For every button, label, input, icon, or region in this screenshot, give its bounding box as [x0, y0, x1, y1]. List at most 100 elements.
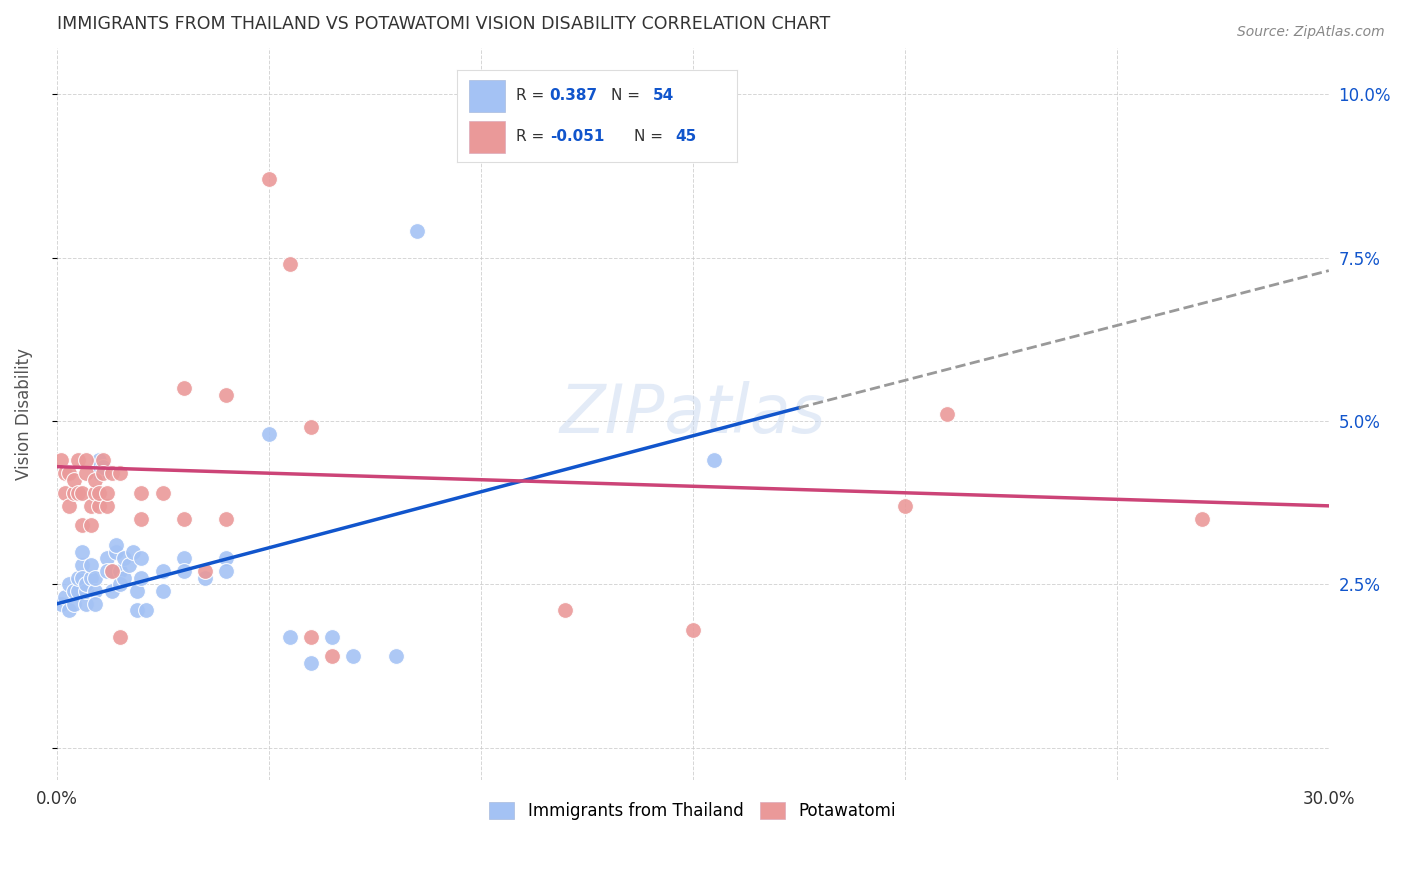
Point — [215, 551, 238, 566]
Point — [53, 466, 76, 480]
Point — [131, 551, 153, 566]
Point — [79, 499, 101, 513]
Point — [66, 485, 89, 500]
Point — [87, 453, 110, 467]
Point — [321, 630, 343, 644]
Point — [87, 499, 110, 513]
Point — [554, 603, 576, 617]
Point — [100, 583, 122, 598]
Point — [173, 564, 195, 578]
Point — [96, 499, 118, 513]
Point — [194, 571, 217, 585]
Point — [83, 583, 105, 598]
Point — [278, 257, 301, 271]
Point — [299, 656, 322, 670]
Point — [83, 485, 105, 500]
Point — [75, 577, 97, 591]
Point — [173, 512, 195, 526]
Point — [257, 427, 280, 442]
Point — [131, 512, 153, 526]
Point — [100, 564, 122, 578]
Point — [406, 224, 429, 238]
Point — [79, 518, 101, 533]
Point — [70, 544, 93, 558]
Point — [173, 551, 195, 566]
Point — [342, 649, 364, 664]
Point — [58, 577, 80, 591]
Legend: Immigrants from Thailand, Potawatomi: Immigrants from Thailand, Potawatomi — [482, 796, 903, 827]
Point — [152, 583, 174, 598]
Point — [58, 499, 80, 513]
Point — [127, 583, 149, 598]
Point — [75, 453, 97, 467]
Text: IMMIGRANTS FROM THAILAND VS POTAWATOMI VISION DISABILITY CORRELATION CHART: IMMIGRANTS FROM THAILAND VS POTAWATOMI V… — [56, 15, 830, 33]
Point — [96, 564, 118, 578]
Point — [135, 603, 157, 617]
Point — [127, 603, 149, 617]
Point — [96, 551, 118, 566]
Point — [66, 453, 89, 467]
Point — [104, 538, 127, 552]
Point — [110, 564, 132, 578]
Point — [91, 459, 114, 474]
Point — [215, 512, 238, 526]
Point — [75, 583, 97, 598]
Point — [682, 623, 704, 637]
Point — [321, 649, 343, 664]
Point — [215, 564, 238, 578]
Point — [385, 649, 408, 664]
Point — [100, 564, 122, 578]
Point — [91, 453, 114, 467]
Point — [53, 591, 76, 605]
Point — [131, 571, 153, 585]
Point — [83, 473, 105, 487]
Point — [1191, 512, 1213, 526]
Point — [936, 408, 959, 422]
Point — [58, 466, 80, 480]
Point — [114, 551, 136, 566]
Point — [152, 564, 174, 578]
Point — [257, 172, 280, 186]
Point — [83, 571, 105, 585]
Point — [110, 466, 132, 480]
Point — [62, 485, 84, 500]
Point — [299, 420, 322, 434]
Point — [91, 466, 114, 480]
Point — [79, 571, 101, 585]
Point — [152, 485, 174, 500]
Point — [173, 381, 195, 395]
Point — [703, 453, 725, 467]
Point — [96, 485, 118, 500]
Point — [110, 630, 132, 644]
Point — [70, 518, 93, 533]
Point — [122, 544, 145, 558]
Point — [215, 388, 238, 402]
Point — [278, 630, 301, 644]
Point — [114, 571, 136, 585]
Text: ZIPatlas: ZIPatlas — [560, 382, 825, 448]
Point — [62, 597, 84, 611]
Point — [62, 583, 84, 598]
Point — [58, 603, 80, 617]
Point — [100, 466, 122, 480]
Point — [75, 597, 97, 611]
Point — [87, 485, 110, 500]
Point — [893, 499, 915, 513]
Point — [131, 485, 153, 500]
Point — [70, 485, 93, 500]
Point — [104, 544, 127, 558]
Point — [299, 630, 322, 644]
Point — [70, 558, 93, 572]
Point — [194, 564, 217, 578]
Point — [75, 466, 97, 480]
Point — [66, 583, 89, 598]
Point — [49, 453, 72, 467]
Point — [79, 558, 101, 572]
Point — [53, 485, 76, 500]
Point — [110, 577, 132, 591]
Point — [70, 571, 93, 585]
Y-axis label: Vision Disability: Vision Disability — [15, 349, 32, 481]
Point — [118, 558, 141, 572]
Text: Source: ZipAtlas.com: Source: ZipAtlas.com — [1237, 25, 1385, 39]
Point — [87, 466, 110, 480]
